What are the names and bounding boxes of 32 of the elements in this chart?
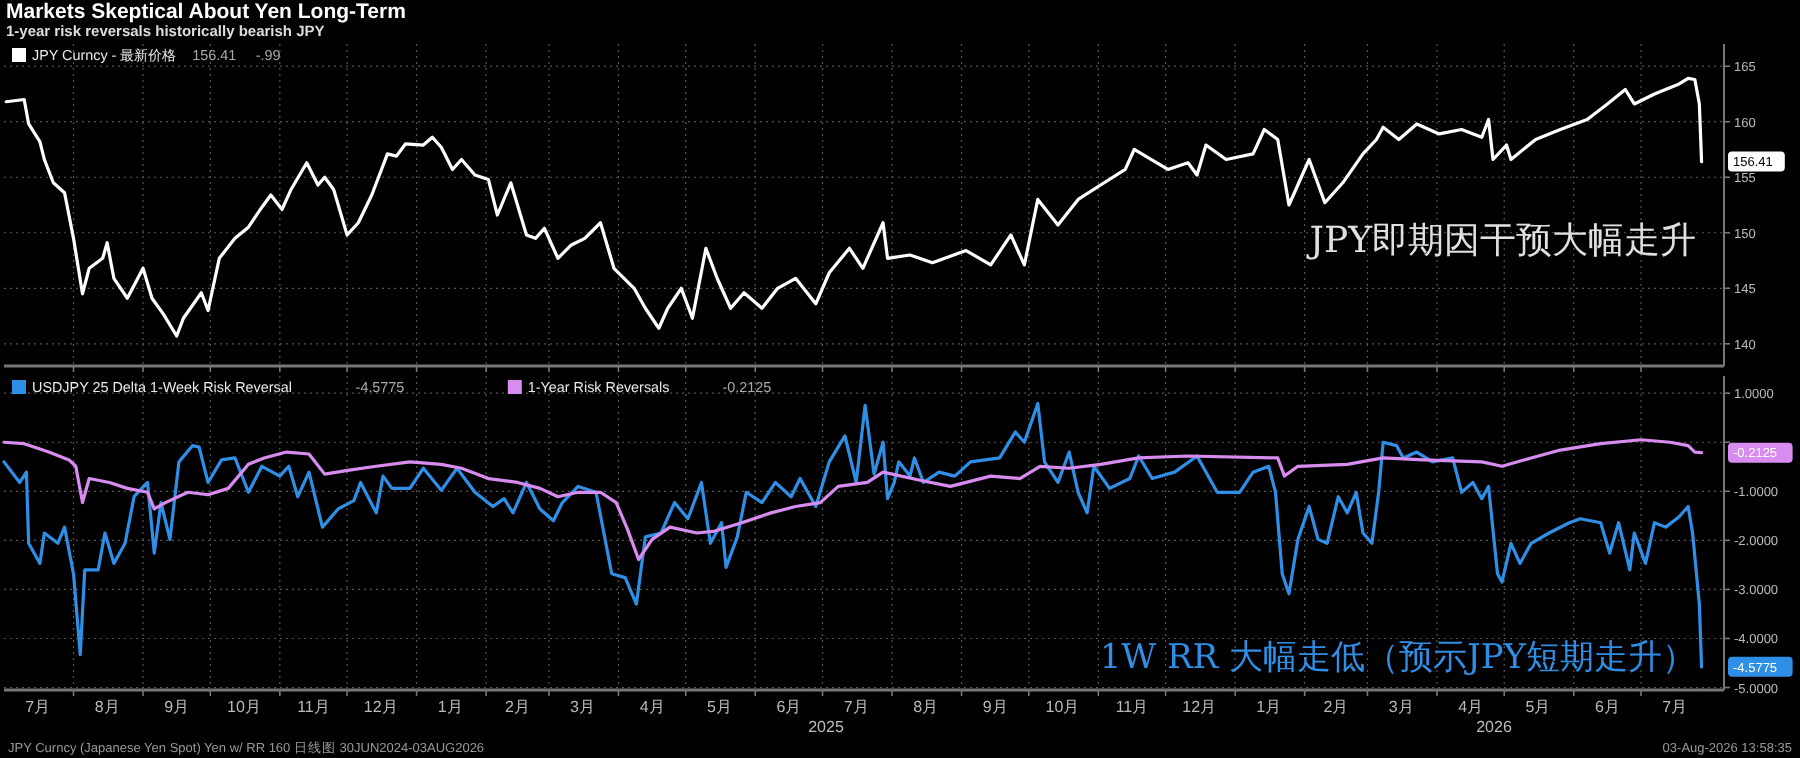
chart-title: Markets Skeptical About Yen Long-Term bbox=[6, 0, 406, 24]
x-tick-label: 10月 bbox=[1045, 698, 1080, 716]
annotation: 1W RR 大幅走低（预示JPY短期走升） bbox=[1099, 638, 1696, 678]
line-series bbox=[2, 438, 1704, 562]
x-tick-label: 8月 bbox=[913, 698, 939, 716]
x-tick-label: 9月 bbox=[164, 698, 190, 716]
x-tick-label: 7月 bbox=[843, 698, 869, 716]
x-tick-label: 4月 bbox=[1458, 698, 1484, 716]
x-tick-label: 1月 bbox=[1256, 698, 1282, 716]
x-tick-label: 11月 bbox=[297, 698, 330, 716]
x-tick-label: 2月 bbox=[1323, 698, 1349, 716]
x-tick-label: 3月 bbox=[1388, 698, 1414, 716]
x-tick-label: 2月 bbox=[505, 698, 530, 716]
x-tick-label: 10月 bbox=[227, 698, 261, 716]
x-tick-label: 7月 bbox=[1662, 698, 1688, 716]
x-tick-label: 12月 bbox=[363, 698, 398, 716]
x-tick-label: 6月 bbox=[1594, 698, 1620, 716]
x-tick-label: 7月 bbox=[25, 698, 51, 716]
text: 2026 bbox=[1476, 718, 1513, 736]
x-tick-label: 5月 bbox=[706, 698, 732, 716]
x-tick-label: 12月 bbox=[1182, 698, 1217, 716]
text: 2025 bbox=[808, 718, 845, 736]
x-tick-label: 5月 bbox=[1525, 698, 1551, 716]
x-tick-label: 1月 bbox=[437, 698, 463, 716]
annotation: JPY即期因干预大幅走升 bbox=[1305, 220, 1696, 262]
x-tick-label: 3月 bbox=[570, 698, 596, 716]
x-tick-label: 6月 bbox=[776, 698, 802, 716]
x-tick-label: 9月 bbox=[982, 698, 1008, 716]
x-tick-label: 8月 bbox=[94, 698, 120, 716]
x-tick-label: 4月 bbox=[639, 698, 665, 716]
x-tick-label: 11月 bbox=[1115, 698, 1149, 716]
line-series bbox=[4, 76, 1704, 338]
